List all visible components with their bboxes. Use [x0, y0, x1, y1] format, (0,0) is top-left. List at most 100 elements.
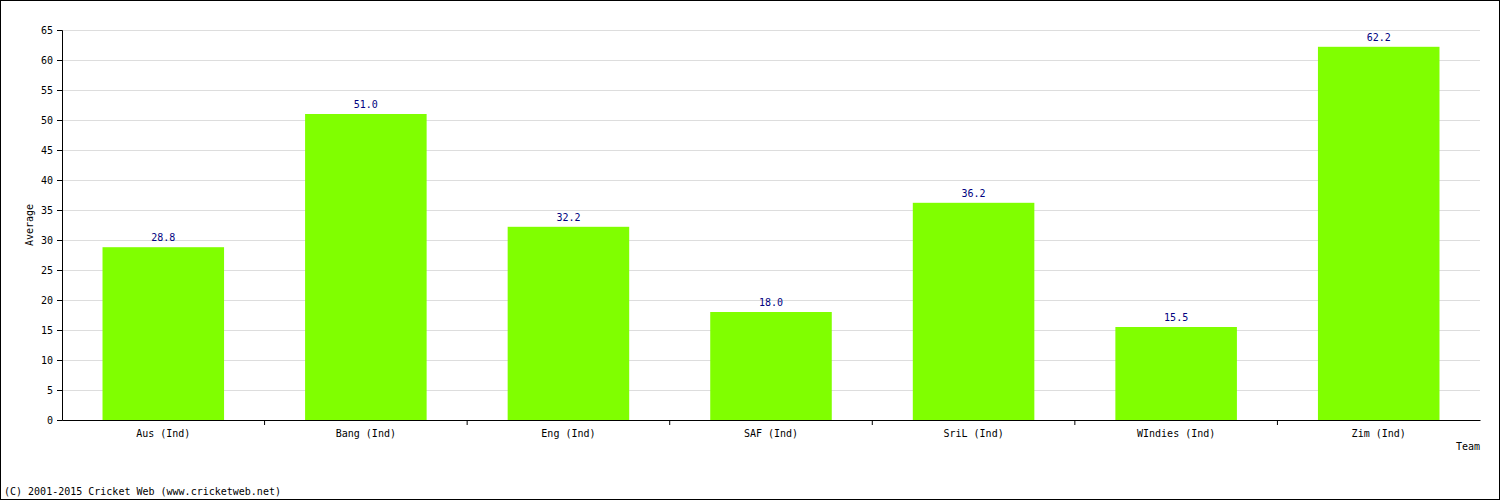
y-tick-label: 35 [41, 205, 53, 216]
y-tick-mark [57, 420, 62, 421]
y-axis-title: Average [24, 204, 35, 246]
x-tick: SriL (Ind) [943, 428, 1003, 439]
x-tick-label: Zim (Ind) [1352, 428, 1406, 439]
x-tick: Bang (Ind) [336, 428, 396, 439]
x-axis-line [63, 420, 1481, 421]
y-tick-mark [57, 300, 62, 301]
y-tick: 40 [41, 175, 62, 186]
x-tick-label: Eng (Ind) [541, 428, 595, 439]
category-separator [872, 420, 873, 425]
y-tick: 35 [41, 205, 62, 216]
y-tick: 0 [47, 415, 62, 426]
bar [508, 227, 630, 420]
y-tick-label: 0 [47, 415, 53, 426]
frame [1, 1, 1500, 500]
y-tick-label: 10 [41, 355, 53, 366]
x-axis: Aus (Ind) Bang (Ind) Eng (Ind) SAF (Ind) Sri… [63, 420, 1481, 439]
y-tick-label: 50 [41, 115, 53, 126]
y-tick-label: 5 [47, 385, 53, 396]
grid-line [62, 120, 1480, 121]
y-tick-label: 25 [41, 265, 53, 276]
annotations: (C) 2001-2015 Cricket Web (www.cricketwe… [4, 486, 281, 497]
data-label: 28.8 [151, 232, 175, 243]
data-labels: 28.8 51.0 32.2 18.0 36.2 15.5 62.2 [151, 32, 1391, 323]
category-separator [669, 420, 670, 425]
bars [103, 47, 1440, 420]
data-label: 51.0 [354, 99, 378, 110]
grid-line [62, 180, 1480, 181]
y-tick-label: 15 [41, 325, 53, 336]
bar [305, 114, 427, 420]
category-separator [467, 420, 468, 425]
grid-line [62, 60, 1480, 61]
grid [62, 31, 1480, 421]
y-tick-mark [57, 390, 62, 391]
y-tick: 10 [41, 355, 62, 366]
x-tick: Eng (Ind) [541, 428, 595, 439]
bar [103, 247, 225, 420]
grid-line [62, 240, 1480, 241]
y-tick-label: 60 [41, 55, 53, 66]
bar [1318, 47, 1440, 420]
y-axis: 0 5 10 15 20 25 30 35 40 45 50 55 60 65 [41, 25, 63, 426]
y-tick-mark [57, 30, 62, 31]
x-tick-label: Bang (Ind) [336, 428, 396, 439]
grid-line [62, 150, 1480, 151]
y-tick-label: 55 [41, 85, 53, 96]
x-tick: SAF (Ind) [744, 428, 798, 439]
data-label: 36.2 [962, 188, 986, 199]
x-tick-label: SriL (Ind) [943, 428, 1003, 439]
category-separator [1277, 420, 1278, 425]
data-label: 62.2 [1367, 32, 1391, 43]
y-tick: 55 [41, 85, 62, 96]
grid-line [62, 210, 1480, 211]
bar [913, 203, 1035, 420]
grid-line [62, 90, 1480, 91]
y-tick-mark [57, 270, 62, 271]
data-label: 18.0 [759, 297, 783, 308]
y-tick-mark [57, 180, 62, 181]
x-tick: Zim (Ind) [1352, 428, 1406, 439]
chart: 28.8 51.0 32.2 18.0 36.2 15.5 62.2 0 5 10 15 20 25 30… [0, 0, 1500, 500]
y-tick: 20 [41, 295, 62, 306]
y-tick: 50 [41, 115, 62, 126]
y-tick: 5 [47, 385, 62, 396]
data-label: 32.2 [556, 212, 580, 223]
bar [710, 312, 832, 420]
grid-line [62, 420, 1480, 421]
y-tick-mark [57, 120, 62, 121]
x-axis-title: Team [1456, 441, 1480, 452]
x-tick-label: SAF (Ind) [744, 428, 798, 439]
x-tick-label: WIndies (Ind) [1137, 428, 1215, 439]
y-tick: 25 [41, 265, 62, 276]
grid-line [62, 270, 1480, 271]
grid-line [62, 30, 1480, 31]
y-tick-label: 30 [41, 235, 53, 246]
y-tick: 65 [41, 25, 62, 36]
data-label: 15.5 [1164, 312, 1188, 323]
y-tick-label: 45 [41, 145, 53, 156]
y-tick-mark [57, 240, 62, 241]
copyright: (C) 2001-2015 Cricket Web (www.cricketwe… [4, 486, 281, 497]
category-separator [1074, 420, 1075, 425]
y-tick-label: 40 [41, 175, 53, 186]
x-tick: WIndies (Ind) [1137, 428, 1215, 439]
x-tick: Aus (Ind) [136, 428, 190, 439]
y-tick: 45 [41, 145, 62, 156]
x-tick-label: Aus (Ind) [136, 428, 190, 439]
category-separator [264, 420, 265, 425]
y-tick-label: 65 [41, 25, 53, 36]
y-tick-mark [57, 210, 62, 211]
y-tick-mark [57, 150, 62, 151]
y-tick: 30 [41, 235, 62, 246]
y-tick-mark [57, 60, 62, 61]
y-tick: 15 [41, 325, 62, 336]
y-tick-mark [57, 360, 62, 361]
y-tick-mark [57, 330, 62, 331]
y-tick: 60 [41, 55, 62, 66]
y-axis-line [57, 31, 63, 421]
plot: 28.8 51.0 32.2 18.0 36.2 15.5 62.2 0 5 10 15 20 25 30… [41, 25, 1481, 439]
y-tick-label: 20 [41, 295, 53, 306]
bar [1115, 327, 1237, 420]
y-tick-mark [57, 90, 62, 91]
